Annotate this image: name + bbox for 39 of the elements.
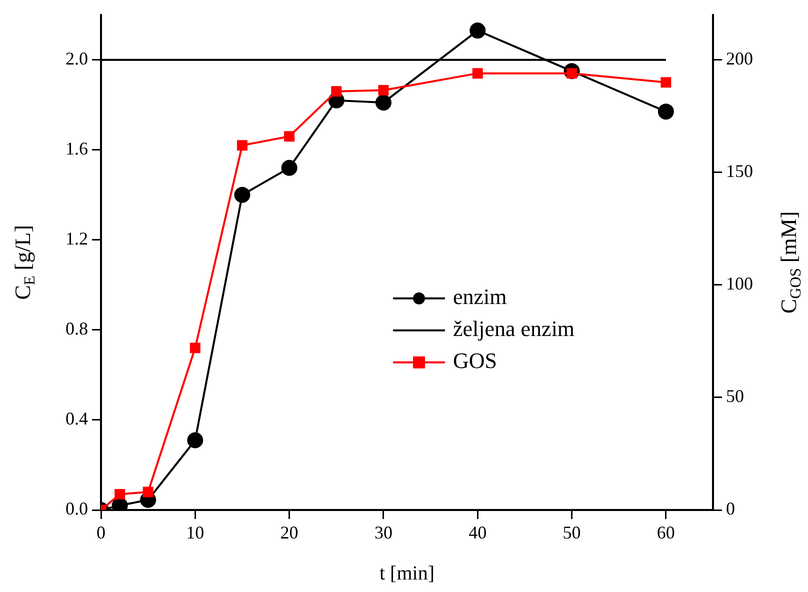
x-tick-label: 40 [468, 522, 487, 543]
x-axis-title: t [min] [380, 562, 435, 584]
y-axis-title: CE [g/L] [10, 225, 39, 300]
point [472, 68, 483, 79]
y2-tick-label: 50 [726, 386, 744, 406]
y2-tick-label: 200 [726, 48, 753, 69]
x-tick-label: 20 [280, 522, 298, 543]
y-tick-label: 2.0 [66, 48, 88, 69]
point [236, 140, 248, 151]
legend-label: enzim [453, 284, 507, 310]
point [190, 342, 200, 354]
point [658, 104, 674, 120]
y-tick-label: 0.8 [66, 318, 88, 339]
y2-tick-label: 150 [726, 161, 753, 182]
point [375, 94, 392, 111]
point [470, 22, 486, 39]
point [660, 77, 672, 88]
y-tick-label: 0.0 [66, 498, 88, 519]
point [281, 160, 298, 176]
point [378, 84, 389, 96]
point [234, 186, 250, 203]
x-tick-label: 0 [96, 522, 106, 543]
point [284, 131, 295, 142]
point [331, 86, 342, 97]
legend-label: željena enzim [453, 316, 575, 342]
point [114, 489, 126, 500]
y2-tick-label: 0 [726, 498, 735, 519]
legend-label: GOS [453, 348, 498, 374]
x-tick-label: 30 [374, 522, 392, 543]
point [187, 432, 204, 448]
y-tick-label: 1.6 [66, 138, 88, 159]
point [142, 486, 154, 498]
x-tick-label: 10 [186, 522, 204, 543]
x-tick-label: 50 [562, 522, 581, 543]
y-tick-label: 0.4 [66, 408, 88, 429]
y-tick-label: 1.2 [66, 228, 88, 249]
y2-tick-label: 100 [726, 274, 753, 294]
y2-axis-title: CGOS [mM] [776, 211, 805, 314]
x-tick-label: 60 [656, 522, 675, 543]
